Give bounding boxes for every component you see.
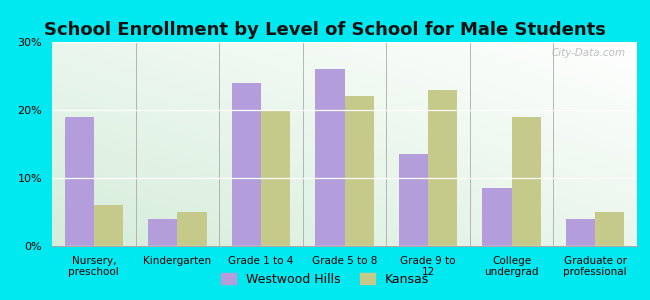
Bar bbox=[428, 90, 458, 246]
Bar bbox=[64, 117, 94, 246]
Bar bbox=[231, 83, 261, 246]
Text: City-Data.com: City-Data.com bbox=[551, 48, 625, 58]
Bar bbox=[261, 110, 290, 246]
Bar bbox=[399, 154, 428, 246]
Bar bbox=[315, 69, 344, 246]
Bar bbox=[177, 212, 207, 246]
Bar bbox=[344, 96, 374, 246]
Text: School Enrollment by Level of School for Male Students: School Enrollment by Level of School for… bbox=[44, 21, 606, 39]
Bar bbox=[148, 219, 177, 246]
Bar bbox=[482, 188, 512, 246]
Bar bbox=[512, 117, 541, 246]
Bar bbox=[566, 219, 595, 246]
Legend: Westwood Hills, Kansas: Westwood Hills, Kansas bbox=[216, 268, 434, 291]
Bar bbox=[595, 212, 625, 246]
Bar bbox=[94, 205, 123, 246]
